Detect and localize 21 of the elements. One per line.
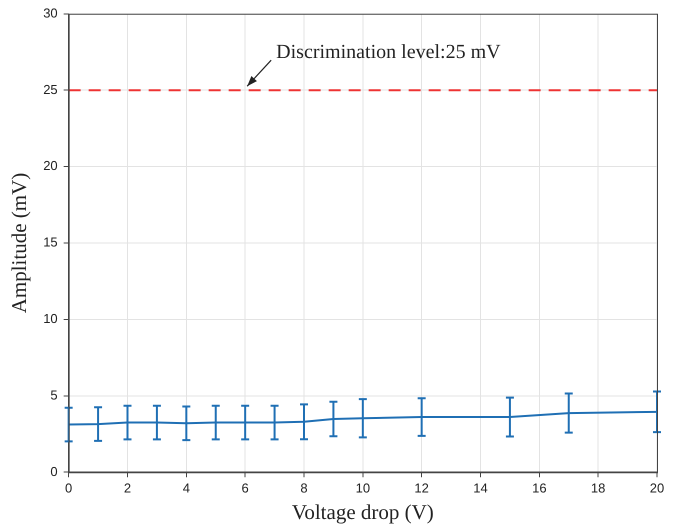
x-tick-label: 8 (300, 480, 308, 496)
y-tick-label: 10 (43, 310, 58, 326)
x-tick-label: 16 (532, 480, 547, 496)
x-axis-title: Voltage drop (V) (292, 500, 434, 524)
x-tick-label: 12 (414, 480, 429, 496)
x-tick-label: 6 (242, 480, 249, 496)
y-tick-label: 20 (43, 158, 58, 174)
x-tick-label: 2 (124, 480, 132, 496)
y-tick-label: 25 (43, 82, 58, 97)
y-tick-label: 15 (43, 234, 58, 250)
x-tick-label: 20 (650, 480, 664, 496)
y-tick-label: 30 (43, 5, 58, 20)
y-tick-label: 0 (50, 464, 58, 479)
y-tick-label: 5 (50, 387, 58, 402)
y-axis-title: Amplitude (mV) (7, 172, 32, 314)
annotation: Discrimination level:25 mV (276, 41, 502, 64)
x-tick-label: 18 (590, 480, 606, 496)
x-tick-label: 0 (65, 480, 72, 496)
x-tick-label: 10 (356, 480, 370, 496)
x-tick-label: 4 (182, 480, 190, 496)
x-tick-label: 14 (473, 480, 488, 496)
